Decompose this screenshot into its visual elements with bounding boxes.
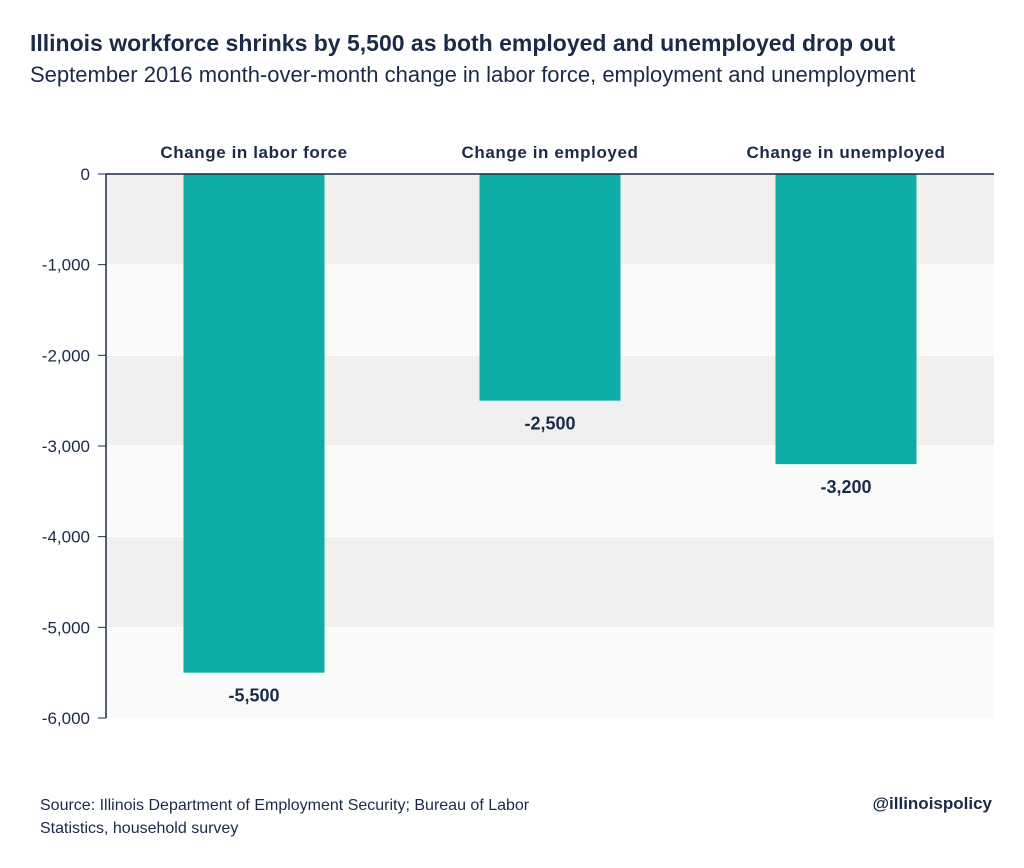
y-tick-label: -4,000 [42,528,90,547]
data-label: -2,500 [524,414,575,434]
category-label: Change in employed [461,143,638,162]
y-tick-label: -1,000 [42,256,90,275]
bar [775,174,917,465]
y-tick-label: -6,000 [42,709,90,728]
y-tick-label: -2,000 [42,346,90,365]
bar-chart: 0 -1,000 -2,000 -3,000 -4,000 -5,000 -6,000 Cha… [42,143,994,728]
twitter-handle: @illinoispolicy [872,794,992,813]
data-label: -5,500 [228,686,279,706]
bar [479,174,621,401]
source-note: Source: Illinois Department of Employmen… [40,794,660,840]
source-line-1: Source: Illinois Department of Employmen… [40,797,530,814]
data-label: -3,200 [820,477,871,497]
y-tick-label: -5,000 [42,618,90,637]
bar [183,174,325,673]
y-tick-label: 0 [81,165,90,184]
category-label: Change in unemployed [746,143,945,162]
category-label: Change in labor force [160,143,347,162]
y-tick-label: -3,000 [42,437,90,456]
chart-title: Illinois workforce shrinks by 5,500 as b… [30,30,896,56]
chart-subtitle: September 2016 month-over-month change i… [30,62,916,87]
source-line-2: Statistics, household survey [40,820,239,837]
